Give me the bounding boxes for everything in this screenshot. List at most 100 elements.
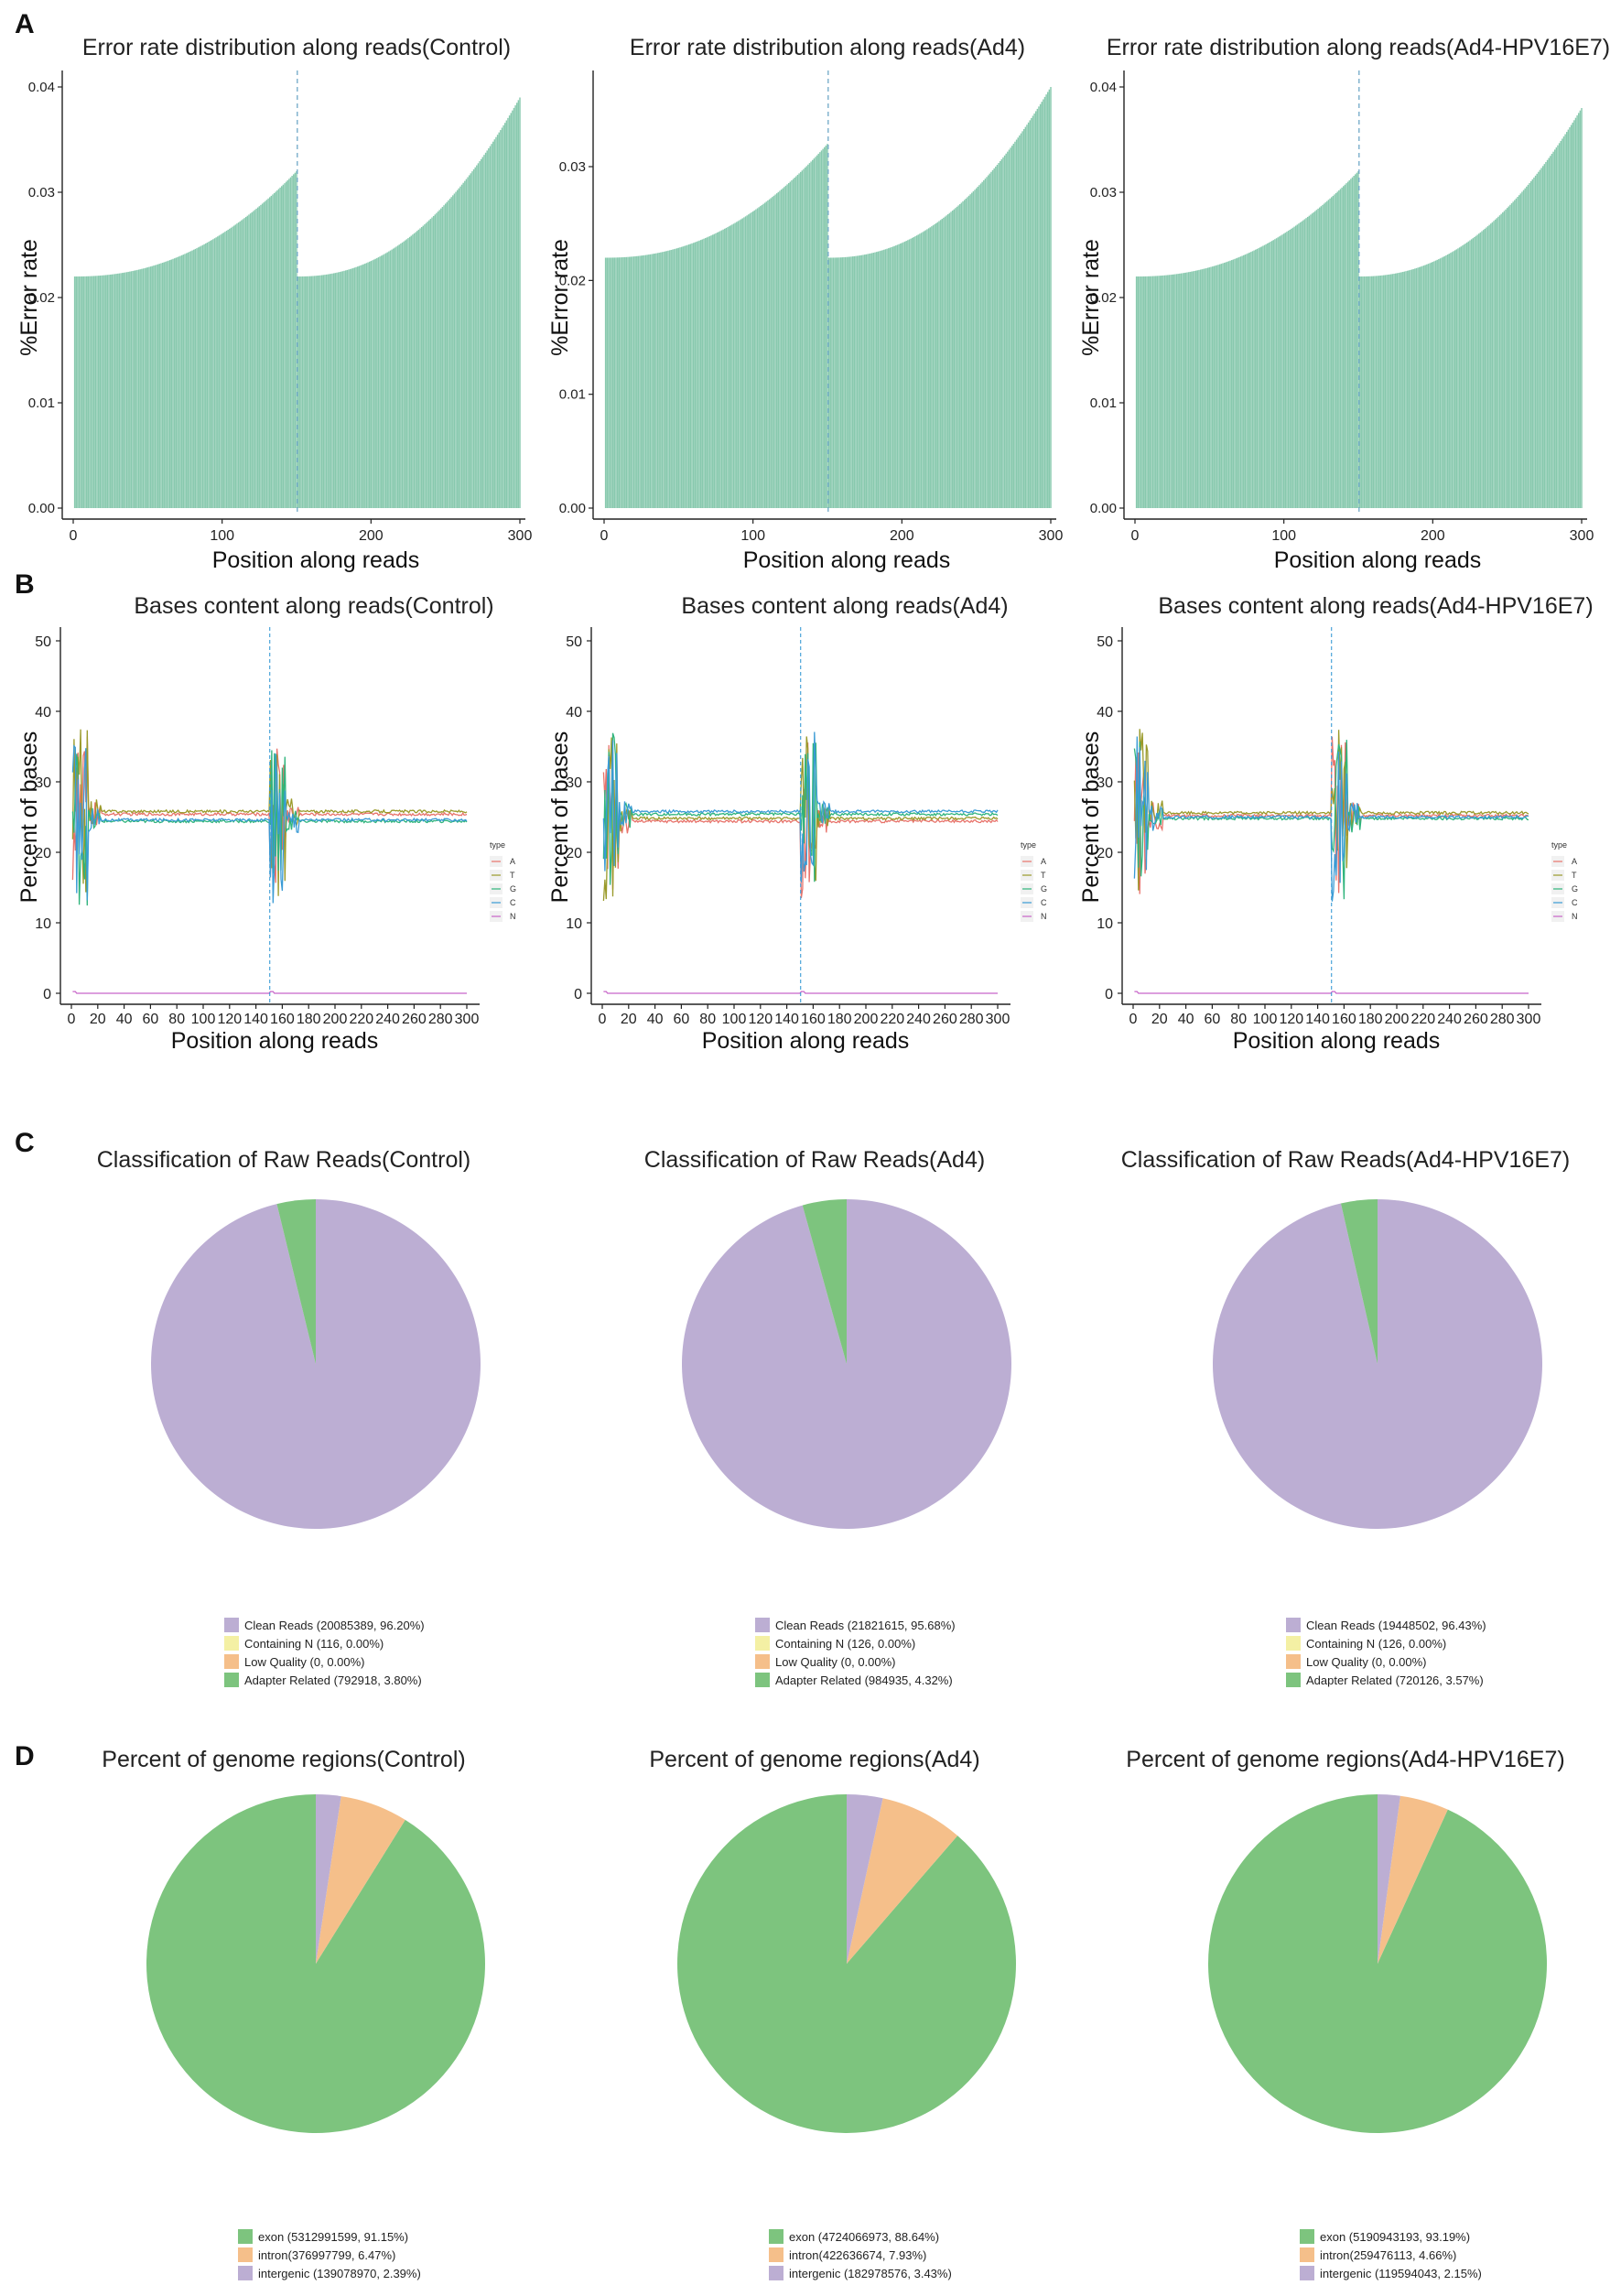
bar (1479, 232, 1482, 508)
bar (1263, 244, 1266, 508)
bar (1491, 222, 1494, 508)
bar (703, 238, 705, 508)
bar (986, 177, 988, 508)
legend-swatch-intergenic (769, 2266, 783, 2280)
legend-label-low-quality: Low Quality (0, 0.00%) (1306, 1655, 1427, 1669)
bar (905, 241, 907, 508)
bar (203, 244, 205, 508)
bar (1372, 276, 1374, 508)
bar (125, 272, 128, 508)
bar (324, 275, 326, 508)
bar (288, 179, 290, 508)
bar (1326, 200, 1328, 508)
bar (731, 224, 733, 509)
bar (729, 225, 731, 509)
y-tick-label: 0.00 (1090, 501, 1117, 516)
bar (908, 239, 911, 508)
bar (1032, 115, 1034, 509)
bar (337, 272, 340, 508)
bar (886, 248, 888, 508)
bar (331, 273, 333, 508)
bar (1310, 214, 1312, 509)
y-tick-label: 0.01 (559, 387, 586, 403)
bar (434, 214, 437, 508)
bar (124, 272, 126, 508)
bar (1343, 186, 1345, 509)
bar (708, 235, 711, 508)
bar (1505, 209, 1507, 508)
legend-label-clean-reads: Clean Reads (21821615, 95.68%) (775, 1619, 956, 1632)
bar (1472, 238, 1474, 508)
bar (1173, 274, 1175, 508)
bar (981, 181, 983, 508)
bar (101, 275, 103, 508)
bar (448, 199, 451, 508)
raw-reads-pie-ad4-hpv16e7: Classification of Raw Reads(Ad4-HPV16E7)… (1121, 1147, 1570, 1687)
bar (99, 276, 102, 508)
bar (281, 186, 283, 509)
legend-label-clean-reads: Clean Reads (19448502, 96.43%) (1306, 1619, 1486, 1632)
bar (367, 262, 369, 508)
bar (1522, 190, 1525, 508)
bar (1341, 187, 1343, 508)
bar (1454, 250, 1456, 508)
bar (636, 255, 638, 508)
bar (493, 139, 496, 508)
bar (1229, 260, 1231, 508)
bar (1355, 174, 1356, 508)
bar (1564, 134, 1566, 508)
bar (239, 221, 241, 508)
x-tick-label: 40 (647, 1012, 664, 1027)
bar (1033, 113, 1035, 508)
bar (673, 249, 675, 508)
bar (303, 276, 305, 508)
bar (1135, 276, 1138, 508)
bar (1050, 87, 1052, 508)
bar (77, 276, 79, 508)
bar (273, 192, 276, 508)
x-tick-label: 200 (359, 528, 384, 544)
x-tick-label: 160 (801, 1012, 826, 1027)
x-tick-label: 80 (1230, 1012, 1247, 1027)
bar (825, 145, 827, 509)
bar (741, 218, 744, 508)
bar (899, 244, 902, 508)
bar (401, 242, 404, 508)
bar (1168, 275, 1171, 508)
bar (872, 252, 875, 508)
legend-swatch-low-quality (1286, 1654, 1301, 1669)
bar (1398, 273, 1399, 508)
bar (1367, 276, 1370, 508)
bar (1002, 157, 1004, 508)
bar (979, 183, 982, 508)
bar (1198, 269, 1200, 508)
bar (679, 247, 681, 508)
x-tick-label: 300 (1517, 1012, 1541, 1027)
x-tick-label: 200 (1421, 528, 1445, 544)
legend-label-c: C (1041, 898, 1047, 907)
bar (850, 256, 852, 508)
bar (1244, 255, 1247, 508)
bar (312, 276, 314, 508)
bar (1457, 248, 1459, 508)
bar (1274, 239, 1276, 508)
bar (1402, 271, 1404, 508)
bar (275, 191, 276, 508)
bar (1216, 265, 1218, 508)
bar (700, 240, 702, 508)
bar (1527, 184, 1529, 509)
bar (1382, 275, 1385, 508)
bar (1320, 206, 1323, 509)
bar (846, 256, 848, 508)
bar (405, 239, 408, 508)
y-tick-label: 50 (35, 634, 51, 650)
bar (468, 175, 470, 508)
bar (384, 253, 387, 508)
bar (613, 257, 616, 508)
bar (1557, 145, 1559, 509)
bar (1576, 115, 1578, 509)
x-axis-label: Position along reads (743, 547, 951, 573)
pie-slice-clean-reads (1213, 1199, 1543, 1529)
bar (698, 240, 700, 508)
bar (1365, 276, 1367, 508)
